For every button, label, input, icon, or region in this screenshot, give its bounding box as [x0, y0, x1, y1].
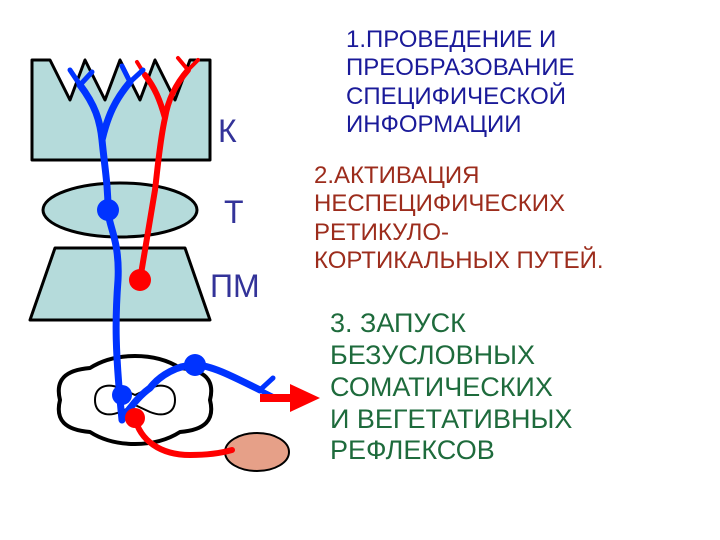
text-para1: 1.ПРОВЕДЕНИЕ И ПРЕОБРАЗОВАНИЕ СПЕЦИФИЧЕС… [346, 26, 575, 139]
label-PM: ПМ [210, 268, 260, 306]
receptor [225, 433, 289, 471]
soma_blue_drg [184, 354, 206, 376]
label-K: К [218, 113, 237, 151]
soma_blue_T [97, 199, 119, 221]
text-para3: 3. ЗАПУСК БЕЗУСЛОВНЫХ СОМАТИЧЕСКИХ И ВЕГ… [330, 308, 572, 467]
thalamus [43, 183, 197, 237]
arrow [260, 384, 320, 412]
soma_red_PM [129, 269, 151, 291]
soma_red_sp [125, 408, 145, 428]
text-para2: 2.АКТИВАЦИЯ НЕСПЕЦИФИЧЕСКИХ РЕТИКУЛО- КО… [314, 162, 604, 275]
diagram-stage: 1.ПРОВЕДЕНИЕ И ПРЕОБРАЗОВАНИЕ СПЕЦИФИЧЕС… [0, 0, 720, 540]
label-T: Т [224, 194, 244, 232]
soma_blue_sp [112, 385, 132, 405]
